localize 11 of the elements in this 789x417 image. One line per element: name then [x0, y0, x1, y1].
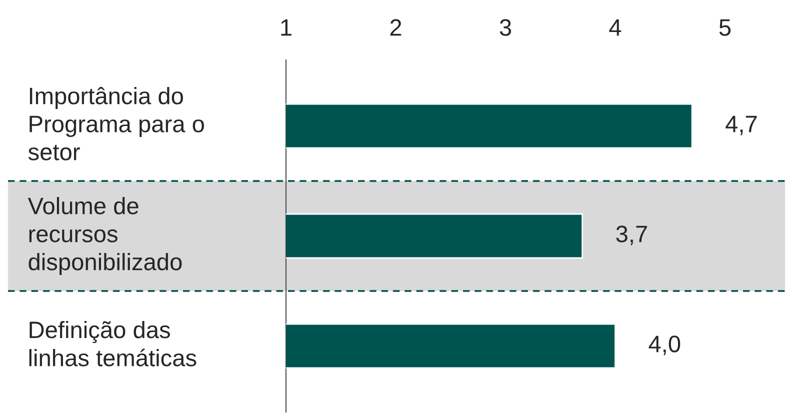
x-tick-label: 4 [609, 19, 622, 36]
x-tick-label: 3 [500, 19, 512, 36]
data-label: 4,7 [726, 116, 757, 136]
y-tick-label: Importância do Programa para o setor [28, 86, 204, 160]
data-label: 4,0 [648, 336, 680, 356]
x-tick-label: 1 [281, 19, 292, 36]
y-tick-label: Definição das linhas temáticas [29, 320, 196, 366]
y-tick-label: Volume de recursos disponibilizado [28, 196, 182, 276]
x-tick-label: 5 [719, 19, 731, 36]
data-label: 3,7 [616, 226, 647, 246]
x-tick-label: 2 [390, 19, 402, 36]
